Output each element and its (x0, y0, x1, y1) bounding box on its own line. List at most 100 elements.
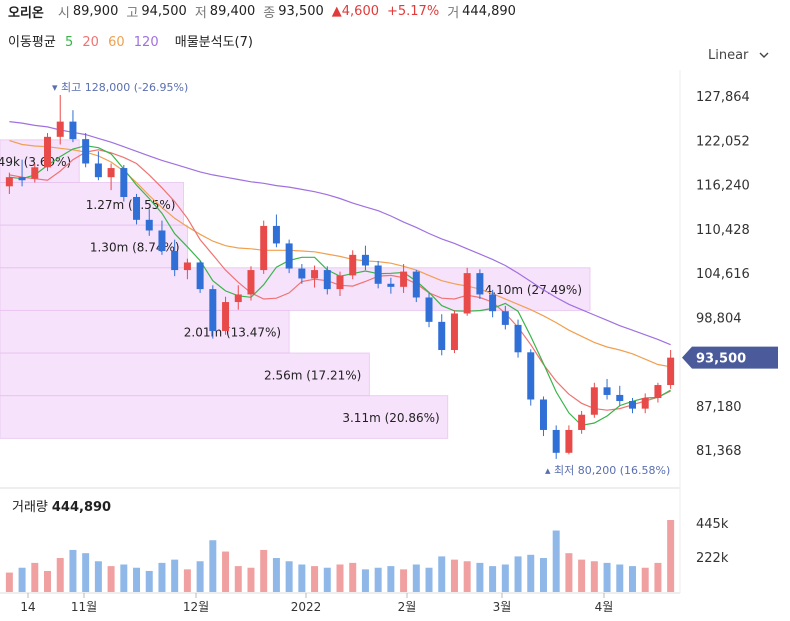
volume-profile-label: 1.27m (8.55%) (86, 198, 176, 212)
volume-bar (450, 559, 458, 592)
volume-bar (400, 569, 408, 592)
volume-profile-bar (0, 224, 189, 269)
volume-bar (234, 566, 242, 592)
volume-bar (56, 558, 64, 592)
volume-bar (539, 558, 547, 592)
candle-body (603, 387, 611, 395)
volume-profile-bar (0, 139, 80, 184)
volume-bar (552, 530, 560, 592)
low-value: 89,400 (209, 3, 256, 19)
candle-body (69, 121, 77, 140)
candle-body (565, 429, 573, 453)
volume-profile-legend: 매물분석도(7) (174, 35, 253, 50)
candle-body (628, 401, 636, 409)
candle-body (374, 265, 382, 284)
volume-bar (183, 569, 191, 592)
candle-body (5, 177, 13, 187)
current-price-label: 93,500 (696, 352, 746, 367)
ma60-legend: 60 (108, 35, 125, 50)
candle-body (527, 352, 535, 400)
candle-body (145, 219, 153, 231)
candle-body (361, 254, 369, 266)
volume-bar (323, 567, 331, 592)
close-value: 93,500 (278, 3, 324, 19)
volume-tick-label: 222k (696, 551, 729, 566)
candle-body (94, 163, 102, 178)
moving-average-legend[interactable]: 이동평균 5 20 60 120 매물분석도(7) (8, 31, 258, 50)
candle-body (183, 262, 191, 271)
y-tick-label: 116,240 (696, 179, 750, 194)
volume-bar (272, 558, 280, 592)
scale-mode-label: Linear (708, 48, 749, 63)
volume-value: 444,890 (462, 3, 516, 19)
volume-profile-label: 2.56m (17.21%) (264, 368, 361, 382)
x-tick-label: 4월 (595, 600, 614, 614)
candle-body (578, 414, 586, 430)
volume-bar (387, 566, 395, 592)
candle-body (425, 297, 433, 322)
volume-profile-label: 4.10m (27.49%) (485, 283, 582, 297)
high-value: 94,500 (141, 3, 187, 19)
open-label: 시 (57, 5, 70, 21)
y-tick-label: 81,368 (696, 444, 742, 459)
candle-body (18, 177, 26, 181)
candle-body (476, 273, 484, 295)
candle-body (616, 394, 624, 402)
candle-body (56, 121, 64, 137)
volume-bar (107, 566, 115, 592)
volume-bar (247, 567, 255, 592)
x-tick-label: 12월 (183, 600, 209, 614)
volume-profile-label: 549k (3.69%) (0, 155, 71, 169)
x-tick-label: 2월 (398, 600, 417, 614)
candle-body (171, 251, 179, 271)
candle-body (133, 196, 141, 220)
x-tick-label: 2022 (291, 600, 322, 614)
candle-body (387, 283, 395, 287)
quote-header: 오리온 시 89,900 고 94,500 저 89,400 종 93,500 … (8, 2, 524, 21)
candle-body (412, 271, 420, 298)
volume-panel-value: 444,890 (51, 500, 112, 515)
candle-body (590, 387, 598, 415)
candle-body (31, 167, 39, 179)
high-label: 고 (126, 5, 139, 21)
volume-bar (209, 540, 217, 592)
volume-bar (260, 549, 268, 592)
volume-profile-bar (0, 267, 591, 311)
volume-profile-label: 2.01m (13.47%) (184, 326, 281, 340)
candle-body (247, 270, 255, 295)
volume-bar (654, 562, 662, 592)
candle-body (158, 230, 166, 252)
candle-body (539, 399, 547, 430)
volume-tick-label: 445k (696, 517, 729, 532)
ma20-legend: 20 (82, 35, 99, 50)
candle-body (234, 294, 242, 303)
volume-profile-bar (0, 182, 185, 226)
x-tick-label: 14 (20, 600, 35, 614)
volume-bar (349, 562, 357, 592)
y-tick-label: 104,616 (696, 267, 750, 282)
volume-bar (590, 561, 598, 592)
candle-body (120, 168, 128, 197)
volume-bar (641, 567, 649, 592)
volume-bar (565, 553, 573, 592)
open-value: 89,900 (72, 3, 119, 19)
y-tick-label: 127,864 (696, 90, 750, 105)
high-annotation: ▾ 최고 128,000 (-26.95%) (52, 81, 188, 94)
candle-body (501, 311, 509, 325)
scale-selector[interactable]: Linear (708, 48, 769, 63)
ma60-line (9, 140, 671, 368)
chevron-down-icon (759, 52, 769, 58)
candle-body (463, 273, 471, 314)
candle-body (667, 357, 675, 386)
volume-bar (412, 564, 420, 592)
low-label: 저 (194, 5, 207, 21)
x-tick-label: 3월 (493, 600, 512, 614)
volume-bar (222, 551, 230, 592)
volume-label: 거 (447, 5, 460, 21)
volume-bar (628, 566, 636, 592)
candle-body (438, 321, 446, 351)
y-tick-label: 98,804 (696, 311, 742, 326)
volume-bar (489, 566, 497, 592)
volume-bar (514, 556, 522, 592)
